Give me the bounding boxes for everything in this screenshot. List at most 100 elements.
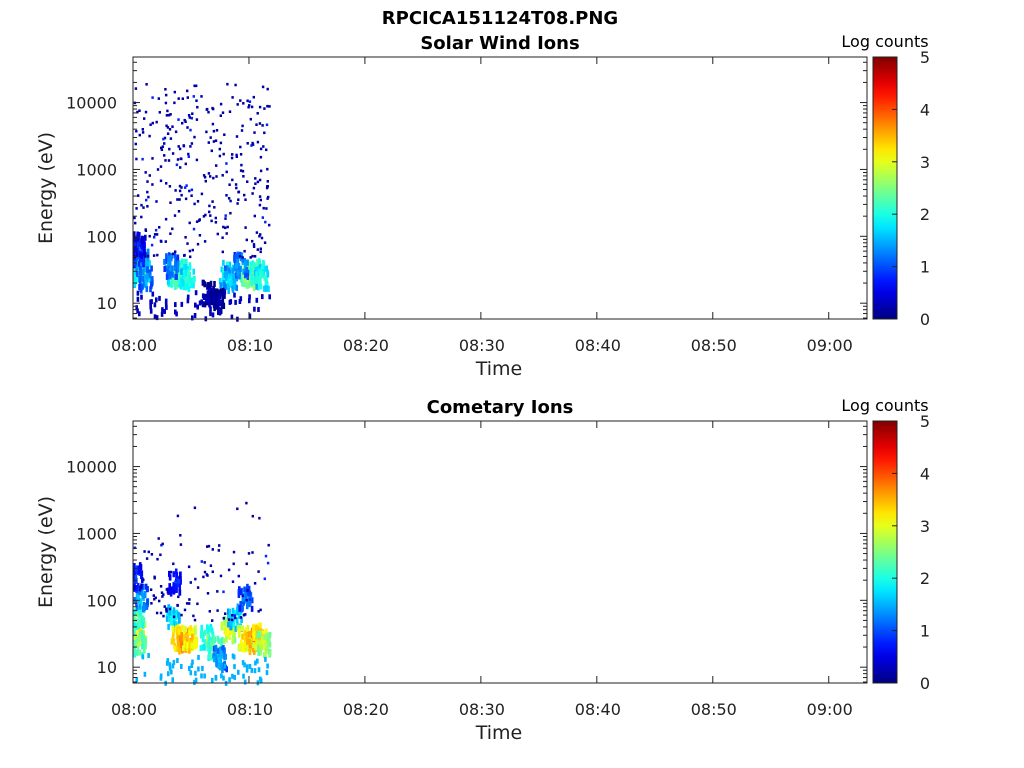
heatmap-cell: [265, 123, 269, 127]
heatmap-cell: [212, 140, 216, 143]
colorbar-tick-label: 3: [920, 153, 930, 172]
heatmap-cell: [136, 590, 139, 597]
heatmap-cell: [216, 648, 220, 655]
heatmap-cell: [186, 271, 189, 278]
heatmap-cell: [265, 628, 268, 635]
heatmap-cell: [237, 262, 241, 269]
heatmap-cell: [225, 194, 228, 197]
heatmap-cell: [252, 186, 256, 190]
heatmap-cell: [185, 283, 189, 290]
heatmap-cell: [245, 266, 249, 273]
colorbar-tick-label: 4: [920, 100, 930, 119]
heatmap-cell: [156, 557, 159, 561]
heatmap-cell: [209, 564, 213, 567]
heatmap-cell: [138, 133, 141, 137]
heatmap-cell: [136, 271, 139, 277]
heatmap-cell: [168, 583, 171, 590]
heatmap-cell: [204, 179, 207, 183]
heatmap-cell: [189, 670, 193, 676]
heatmap-cell: [255, 231, 259, 234]
heatmap-cell: [203, 301, 207, 308]
heatmap-cell: [146, 190, 149, 194]
heatmap-cell: [140, 583, 143, 590]
heatmap-cell: [178, 273, 181, 279]
heatmap-cell: [246, 259, 249, 266]
heatmap-cell: [134, 574, 138, 581]
heatmap-cell: [175, 587, 178, 593]
heatmap-cell: [134, 221, 137, 225]
heatmap-cell: [182, 634, 186, 641]
heatmap-cell: [140, 284, 144, 291]
heatmap-cell: [245, 501, 248, 505]
heatmap-cell: [232, 654, 236, 660]
heatmap-cell: [242, 646, 245, 653]
heatmap-cell: [209, 640, 213, 647]
heatmap-cell: [259, 608, 262, 612]
heatmap-cell: [179, 578, 182, 585]
heatmap-cell: [219, 307, 223, 314]
heatmap-cell: [238, 266, 241, 273]
heatmap-cell: [263, 640, 267, 647]
heatmap-cell: [259, 283, 263, 290]
heatmap-cell: [236, 507, 239, 511]
y-tick-label: 10: [97, 658, 117, 677]
heatmap-cell: [206, 290, 210, 296]
heatmap-cell: [136, 582, 140, 589]
heatmap-cell: [242, 673, 245, 679]
heatmap-cell: [194, 677, 198, 683]
heatmap-cell: [178, 583, 181, 590]
heatmap-cell: [196, 586, 200, 589]
heatmap-cell: [179, 534, 182, 537]
heatmap-cell: [190, 116, 193, 120]
heatmap-cell: [257, 645, 260, 651]
heatmap-cell: [188, 249, 192, 253]
heatmap-cell: [227, 633, 231, 640]
y-tick-label: 10: [97, 294, 117, 313]
heatmap-cell: [205, 130, 208, 134]
heatmap-cell: [188, 666, 191, 671]
heatmap-cell: [258, 195, 262, 198]
heatmap-cell: [214, 216, 217, 220]
heatmap-cell: [161, 307, 164, 313]
heatmap-cell: [231, 637, 235, 643]
heatmap-cell: [238, 624, 241, 631]
heatmap-cell: [222, 617, 225, 620]
heatmap-cell: [174, 189, 177, 192]
heatmap-cell: [237, 198, 240, 201]
heatmap-cell: [247, 275, 251, 282]
heatmap-cell: [133, 216, 136, 220]
heatmap-cell: [231, 153, 234, 156]
heatmap-cell: [251, 514, 254, 518]
heatmap-cell: [236, 202, 239, 205]
heatmap-cell: [182, 144, 186, 148]
heatmap-cell: [231, 614, 234, 617]
heatmap-cell: [141, 622, 145, 629]
heatmap-cell: [256, 623, 260, 630]
heatmap-cell: [168, 185, 172, 188]
heatmap-cell: [244, 198, 247, 201]
heatmap-cell: [233, 630, 236, 637]
heatmap-cell: [241, 594, 244, 598]
heatmap-cell: [224, 283, 228, 290]
heatmap-cell: [139, 598, 143, 605]
heatmap-cell: [237, 669, 240, 675]
heatmap-cell: [248, 598, 251, 601]
heatmap-cell: [199, 645, 203, 652]
heatmap-cell: [258, 105, 262, 109]
heatmap-cell: [264, 554, 268, 558]
heatmap-cell: [142, 630, 145, 636]
heatmap-cell: [165, 608, 168, 611]
heatmap-cell: [136, 632, 139, 639]
heatmap-cell: [134, 142, 137, 146]
heatmap-cell: [229, 211, 232, 215]
heatmap-cell: [188, 639, 191, 645]
heatmap-cell: [211, 619, 214, 622]
heatmap-cell: [209, 291, 213, 298]
heatmap-cell: [169, 137, 173, 140]
heatmap-cell: [215, 175, 218, 178]
heatmap-cell: [141, 249, 144, 256]
heatmap-cell: [193, 135, 196, 139]
heatmap-cell: [212, 645, 216, 652]
heatmap-cell: [196, 105, 199, 109]
heatmap-cell: [178, 617, 181, 624]
